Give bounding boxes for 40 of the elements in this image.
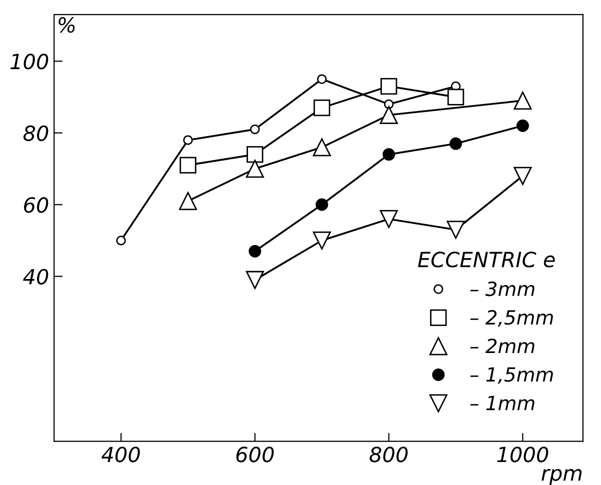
point [178, 192, 198, 210]
point [514, 166, 532, 185]
point [382, 148, 396, 161]
point [312, 138, 331, 156]
point [250, 124, 260, 134]
point [317, 74, 327, 84]
point [246, 146, 264, 163]
x-tick-label: 800 [370, 446, 408, 462]
point [316, 198, 328, 211]
point [183, 135, 193, 145]
point [246, 160, 264, 178]
y-axis-title: % [58, 17, 75, 33]
point [248, 245, 262, 258]
point [450, 137, 462, 150]
point [314, 99, 330, 116]
point [116, 236, 126, 246]
legend-label: – 1,5mm [470, 367, 553, 384]
x-tick-label: 400 [102, 446, 140, 462]
x-tick-label: 600 [236, 446, 274, 462]
y-tick-label: 80 [23, 125, 48, 142]
y-tick-label: 60 [24, 197, 48, 213]
legend-label: – 3mm [470, 281, 534, 296]
point [380, 210, 398, 228]
point [447, 88, 464, 106]
legend-label: – 2,5mm [470, 310, 553, 327]
point [446, 220, 465, 239]
point [516, 119, 529, 132]
point [380, 106, 398, 124]
legend-label: – 1mm [470, 396, 534, 410]
y-tick-label: 100 [10, 54, 48, 70]
legend-label: – 2mm [470, 338, 534, 353]
point [180, 156, 196, 174]
point [514, 92, 532, 110]
point [380, 78, 398, 95]
point [246, 270, 264, 289]
legend-title: ECCENTRIC e [418, 252, 555, 268]
point [312, 231, 331, 250]
x-axis-title: rpm [542, 468, 582, 485]
x-tick-label: 1000 [497, 446, 548, 462]
y-tick-label: 40 [23, 268, 48, 285]
